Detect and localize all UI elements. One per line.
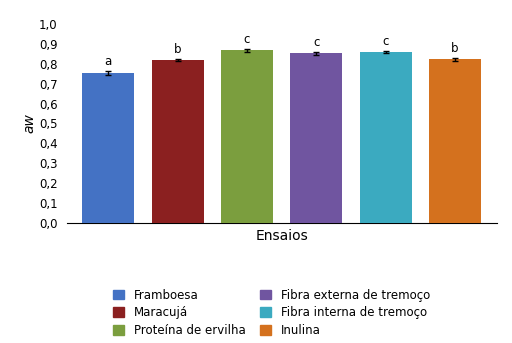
Text: a: a: [104, 55, 112, 68]
Text: c: c: [382, 35, 389, 48]
Bar: [290, 54, 343, 223]
Bar: [359, 52, 412, 223]
Legend: Framboesa, Maracujá, Proteína de ervilha, Fibra externa de tremoço, Fibra intern: Framboesa, Maracujá, Proteína de ervilha…: [113, 289, 430, 337]
Bar: [429, 59, 481, 223]
Text: b: b: [174, 43, 181, 56]
Bar: [152, 60, 204, 223]
Y-axis label: aw: aw: [22, 114, 36, 133]
X-axis label: Ensaios: Ensaios: [255, 228, 308, 243]
Text: c: c: [313, 36, 319, 49]
Bar: [82, 73, 134, 223]
Text: b: b: [451, 43, 459, 56]
Text: c: c: [244, 33, 250, 46]
Bar: [221, 50, 273, 223]
